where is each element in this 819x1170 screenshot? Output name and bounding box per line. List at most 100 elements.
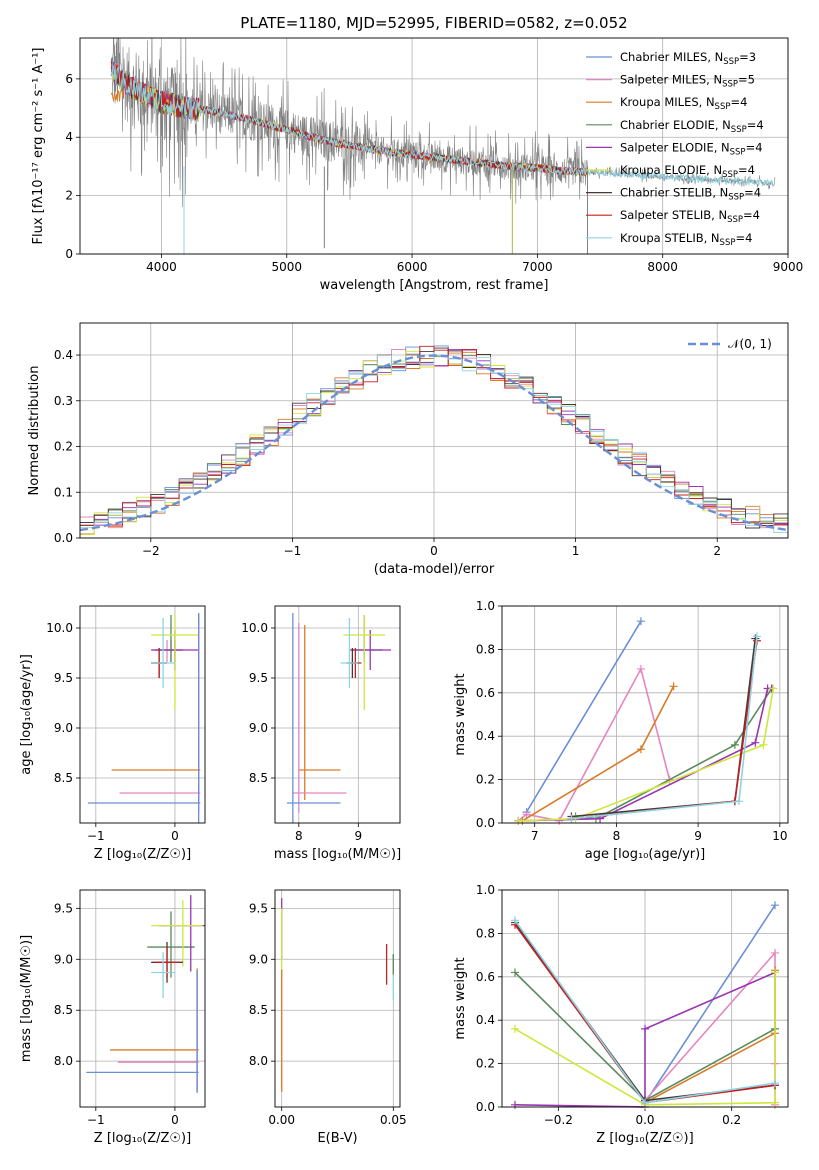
y-tick-label: 0.2 [476,773,495,787]
y-tick-label: 4 [65,130,73,144]
mass_weight_vs_age-panel: 7 8 9 10 0.0 0.2 0.4 0.6 0.8 1.0 age [log₁₀(age/yr… [453,599,789,862]
series-marker-5 [771,1098,779,1107]
x-tick-label: 0 [430,544,438,558]
axes-frame [501,889,789,1108]
series-marker-2 [636,745,645,754]
spectrum-panel: 4000 5000 6000 7000 8000 9000 0 2 4 6 wavelength [… [31,37,803,293]
series-line-5 [514,972,776,1106]
x-tick-label: 5000 [271,260,302,274]
legend-sub: SSP [723,57,739,67]
y-tick-label: 9.5 [54,671,73,685]
x-tick-label: 10 [772,829,787,843]
series-marker-4 [511,1100,519,1109]
mass_vs_Z-panel: −1 0 8.0 8.5 9.0 9.5 Z [log₁₀(Z/Z☉)] mass [log₁… [19,889,206,1146]
x-tick-label: 6000 [397,260,428,274]
mass_weight_vs_Z-panel: −0.2 0.0 0.2 0.0 0.2 0.4 0.6 0.8 1.0 Z [log₁₀(Z/Z… [453,883,789,1146]
series-line-0 [644,904,776,1106]
legend-eq: =4 [730,95,747,109]
legend-eq: =4 [735,231,752,245]
x-axis-label: (data-model)/error [374,562,495,577]
x-axis-label: age [log₁₀(age/yr)] [585,847,706,862]
legend-sub: SSP [720,238,736,248]
x-axis-label: wavelength [Angstrom, rest frame] [320,278,549,293]
histogram-6 [80,347,788,529]
series-marker-4 [751,738,760,747]
series-marker-5 [769,684,778,693]
x-tick-label: −1 [87,829,105,843]
x-tick-label: −0.2 [544,1113,573,1127]
legend-eq: =5 [738,73,755,87]
y-tick-label: 8.0 [249,1054,268,1068]
legend-label-3: Chabrier ELODIE, NSSP=4 [620,118,764,135]
series-marker-5 [511,1024,519,1033]
y-tick-label: 0.8 [476,926,495,940]
residual_hist-panel: −2 −1 0 1 2 0.0 0.1 0.2 0.3 0.4 (data-model)/error… [27,322,789,577]
series-line-6 [571,638,757,818]
series-marker-1 [522,810,531,819]
axes-frame [79,889,206,1108]
legend-sub: SSP [722,80,738,90]
spectrum-model-8 [110,63,776,187]
legend-label-8: Kroupa STELIB, NSSP=4 [620,231,752,248]
histogram-3 [80,353,788,529]
x-tick-label: −2 [142,544,160,558]
series-marker-1 [555,816,564,825]
series-line-1 [644,950,776,1105]
histogram-0 [80,345,788,533]
x-tick-label: 7 [531,829,539,843]
x-axis-label: Z [log₁₀(Z/Z☉)] [94,1131,191,1146]
legend-label-6: Chabrier STELIB, NSSP=4 [620,186,761,203]
legend-sub: SSP [727,215,743,225]
legend-label-1: Salpeter MILES, NSSP=5 [620,73,755,90]
y-tick-label: 0 [65,247,73,261]
series-marker-0 [771,901,779,910]
x-axis-label: mass [log₁₀(M/M☉)] [274,847,401,862]
y-tick-label: 9.0 [54,952,73,966]
y-axis-label: Normed distribution [27,366,42,496]
y-tick-label: 0.0 [54,531,73,545]
age_vs_mass-panel: 8 9 8.5 9.0 9.5 10.0 mass [log₁₀(M/M☉)] [241,605,401,862]
y-tick-label: 8.0 [54,1054,73,1068]
axes-frame [79,322,789,539]
legend-sub: SSP [731,125,747,135]
y-tick-label: 0.6 [476,970,495,984]
y-tick-label: 0.2 [54,440,73,454]
legend-eq: =4 [738,163,755,177]
histogram-1 [80,349,788,529]
x-axis-label: Z [log₁₀(Z/Z☉)] [596,1131,693,1146]
legend-sub: SSP [728,193,744,203]
x-tick-label: 9 [355,829,363,843]
x-tick-label: 1 [572,544,580,558]
x-tick-label: 7000 [522,260,553,274]
y-tick-label: 0.3 [54,394,73,408]
x-tick-label: 8000 [647,260,678,274]
series-marker-5 [759,740,768,749]
x-tick-label: 0.2 [722,1113,741,1127]
x-tick-label: −1 [87,1113,105,1127]
y-tick-label: 9.0 [249,952,268,966]
y-tick-label: 9.0 [54,721,73,735]
y-tick-label: 1.0 [476,599,495,613]
series-line-7 [571,640,758,820]
axes-frame [274,605,401,824]
y-tick-label: 8.5 [54,1003,73,1017]
figure-title: PLATE=1180, MJD=52995, FIBERID=0582, z=0… [240,14,627,32]
legend-label-0: Chabrier MILES, NSSP=3 [620,50,756,67]
x-tick-label: 0.00 [268,1113,295,1127]
x-tick-label: 4000 [146,260,177,274]
series-marker-6 [751,634,760,643]
y-tick-label: 9.0 [249,721,268,735]
histogram-8 [80,354,788,534]
series-marker-0 [636,617,645,626]
x-tick-label: 0.0 [635,1113,654,1127]
legend-sub: SSP [730,147,746,157]
y-tick-label: 0.0 [476,1100,495,1114]
y-tick-label: 9.5 [54,901,73,915]
series-marker-3 [511,968,519,977]
y-tick-label: 8.5 [249,771,268,785]
x-tick-label: 9 [694,829,702,843]
series-marker-8 [641,1098,649,1107]
legend-label-5: Kroupa ELODIE, NSSP=4 [620,163,755,180]
legend-eq: =4 [746,140,763,154]
x-tick-label: 0.05 [380,1113,407,1127]
